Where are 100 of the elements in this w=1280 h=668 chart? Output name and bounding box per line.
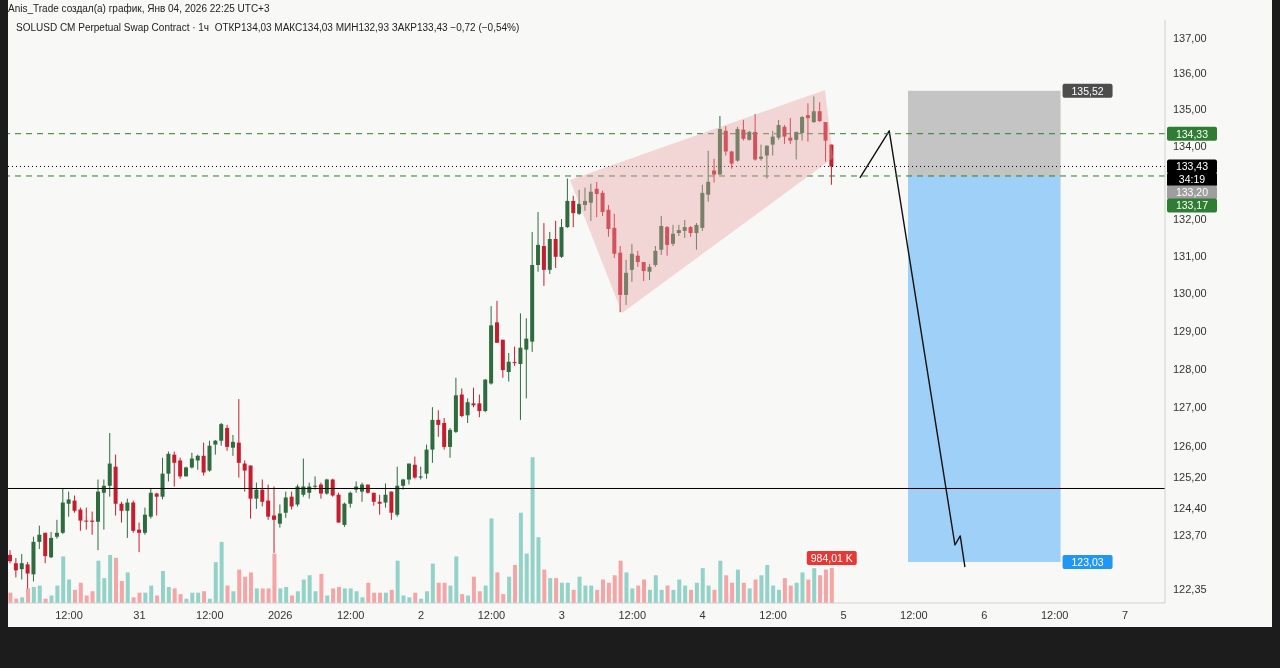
x-tick-label: 12:00: [759, 608, 787, 621]
candlestick: [201, 442, 206, 477]
text: 133,20: [1175, 186, 1209, 199]
candlestick: [154, 492, 159, 516]
x-tick-label: 12:00: [1040, 608, 1069, 621]
candlestick: [277, 504, 282, 529]
candlestick: [84, 507, 89, 531]
candlestick: [295, 484, 300, 507]
text: Anis_Trade создал(а) график, Янв 04, 2026 22:25 UTC+3: [8, 3, 270, 14]
candlestick: [694, 222, 699, 251]
candlestick: [266, 484, 271, 521]
band-label: 123,03: [1071, 556, 1104, 569]
y-tick-label: 128,00: [1173, 362, 1207, 375]
candlestick: [54, 519, 59, 540]
candlestick: [588, 183, 593, 222]
x-tick-label: 12:00: [336, 608, 365, 621]
candlestick: [541, 222, 546, 287]
candlestick: [125, 498, 130, 539]
candlestick: [823, 121, 828, 163]
candlestick: [19, 553, 24, 580]
y-tick-label: 132,00: [1173, 212, 1207, 225]
candlestick: [178, 457, 183, 480]
candlestick: [148, 487, 153, 520]
candlestick: [712, 158, 717, 184]
candlestick: [817, 101, 822, 123]
candlestick: [670, 224, 675, 247]
x-tick-label: 5: [840, 608, 847, 621]
x-tick-label: 12:00: [477, 608, 506, 621]
candlestick: [436, 409, 441, 438]
candlestick: [383, 482, 388, 509]
candlestick: [283, 491, 288, 519]
band-label: 135,52: [1071, 84, 1104, 97]
y-tick-label: 122,35: [1173, 582, 1207, 595]
candlestick: [776, 119, 781, 141]
line-series: [859, 130, 966, 568]
candlestick: [788, 117, 793, 145]
text: 34:19: [1178, 173, 1206, 186]
y-tick-label: 124,40: [1173, 501, 1207, 514]
y-tick-label: 131,00: [1173, 249, 1207, 262]
candlestick: [219, 422, 224, 447]
candlestick: [512, 346, 517, 367]
y-tick-label: 135,00: [1173, 103, 1207, 116]
x-tick-label: 2026: [267, 608, 293, 621]
candlestick: [377, 494, 382, 516]
candlestick: [8, 549, 12, 564]
candlestick: [536, 211, 541, 273]
y-tick-label: 127,00: [1173, 401, 1207, 414]
candlestick: [665, 225, 670, 257]
candlestick: [800, 115, 805, 142]
candlestick: [582, 187, 587, 212]
candlestick: [242, 459, 247, 493]
ref-line-label: 134,33: [1175, 127, 1209, 140]
candlestick: [659, 215, 664, 256]
candlestick: [518, 312, 523, 421]
y-tick-label: 137,00: [1173, 31, 1207, 44]
candlestick: [66, 491, 71, 518]
candlestick: [442, 417, 447, 451]
candlestick: [236, 398, 241, 479]
x-tick-label: 12:00: [618, 608, 647, 621]
candlestick: [706, 150, 711, 203]
x-tick-label: 12:00: [55, 608, 83, 621]
candlestick: [594, 181, 599, 218]
x-tick-label: 6: [981, 608, 988, 621]
ref-line-label: 133,17: [1175, 199, 1209, 212]
candlestick: [577, 189, 582, 216]
candlestick: [389, 491, 394, 521]
candlestick: [225, 424, 230, 452]
candlestick: [459, 387, 464, 418]
data-label: 984,01 K: [810, 552, 853, 565]
candlestick: [119, 501, 124, 524]
x-tick-label: 12:00: [196, 608, 224, 621]
candlestick: [553, 220, 558, 269]
y-tick-label: 134,00: [1173, 139, 1207, 152]
candlestick: [571, 195, 576, 228]
candlestick: [506, 352, 511, 383]
candlestick: [412, 456, 417, 480]
x-tick-label: 31: [133, 608, 146, 621]
candlestick: [49, 531, 54, 559]
candlestick: [137, 522, 142, 553]
candlestick: [524, 317, 529, 399]
candlestick: [230, 434, 235, 457]
y-tick-label: 136,00: [1173, 67, 1207, 80]
chart-title: SOLUSD CM Perpetual Swap Contract · 1ч: [16, 22, 210, 33]
candlestick: [166, 451, 171, 482]
candlestick: [723, 125, 728, 157]
y-tick-label: 125,20: [1173, 470, 1207, 483]
candlestick: [641, 261, 646, 282]
candlestick: [465, 397, 470, 424]
candlestick: [107, 432, 112, 498]
candlestick: [272, 486, 277, 554]
candlestick: [13, 557, 18, 578]
y-tick-label: 123,70: [1173, 529, 1207, 542]
candlestick: [160, 457, 165, 500]
candlestick: [254, 482, 259, 510]
candlestick: [794, 131, 799, 161]
candlestick: [805, 102, 810, 143]
candlestick: [764, 144, 769, 180]
x-tick-label: 12:00: [900, 608, 928, 621]
candlestick: [782, 124, 787, 145]
candlestick: [829, 144, 834, 186]
